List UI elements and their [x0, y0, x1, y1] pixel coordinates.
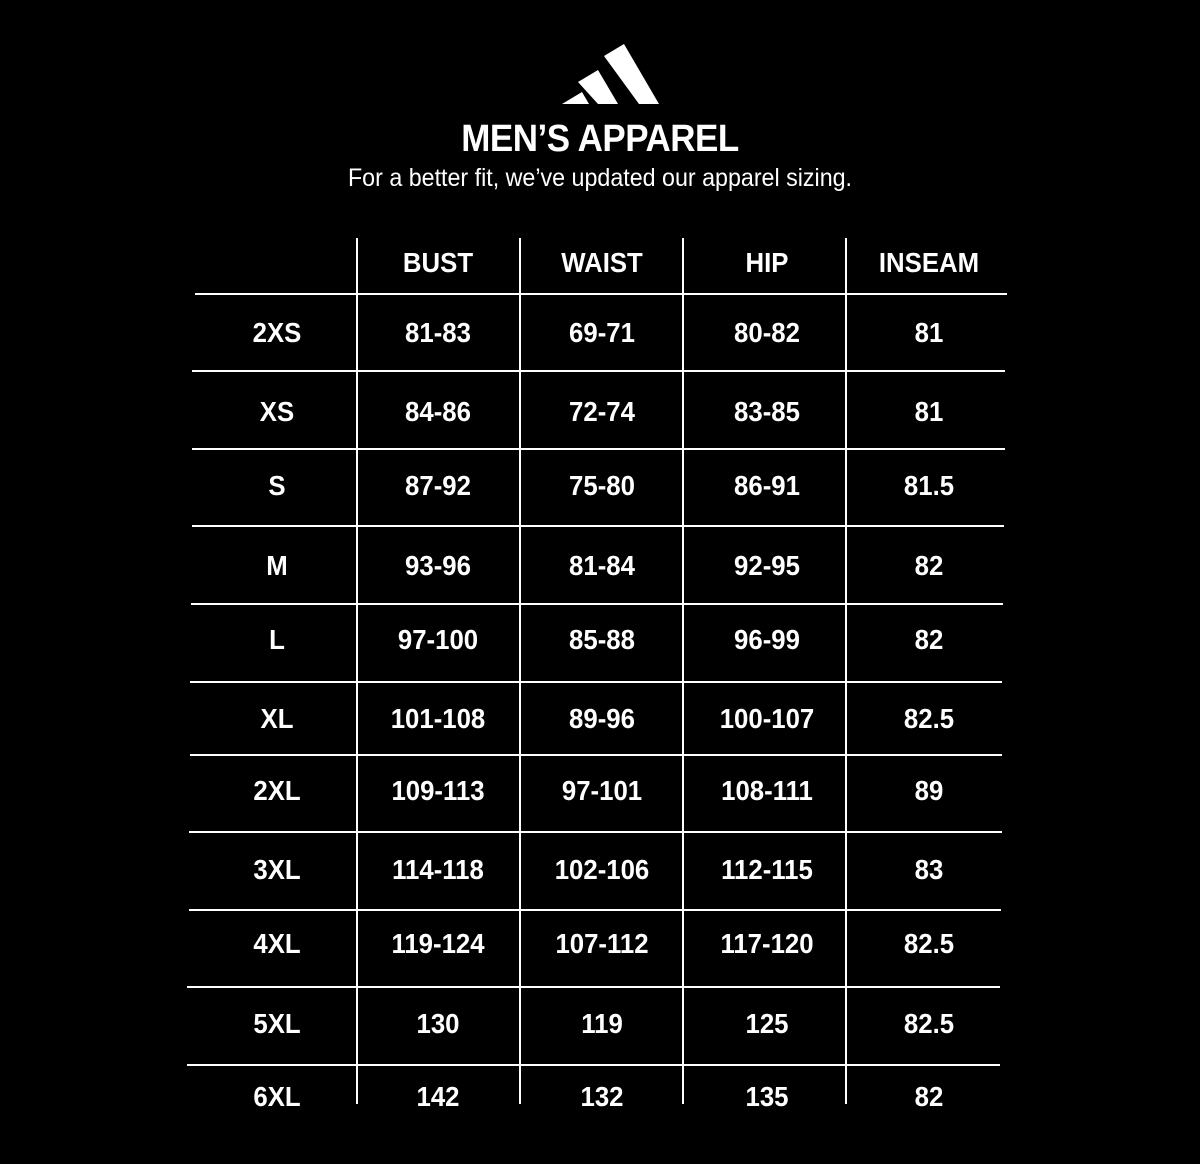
cell-waist: 97-101 — [561, 775, 643, 806]
row-header-size: XS — [259, 396, 295, 427]
cell-hip: 83-85 — [734, 396, 800, 427]
cell-waist: 102-106 — [554, 854, 650, 885]
cell-hip: 108-111 — [721, 775, 813, 806]
page-title: MEN’S APPAREL — [461, 118, 739, 160]
logo-stripe — [578, 70, 618, 104]
cell-hip: 86-91 — [734, 470, 800, 501]
cell-hip: 135 — [745, 1081, 789, 1112]
cell-hip: 92-95 — [734, 550, 800, 581]
cell-bust: 130 — [416, 1008, 460, 1039]
cell-bust: 101-108 — [390, 703, 486, 734]
cell-bust: 93-96 — [405, 550, 471, 581]
row-divider — [187, 1064, 1000, 1066]
cell-inseam: 81.5 — [903, 470, 955, 501]
cell-bust: 84-86 — [405, 396, 471, 427]
cell-bust: 109-113 — [391, 775, 485, 806]
cell-hip: 96-99 — [734, 624, 800, 655]
row-divider — [189, 831, 1002, 833]
row-divider — [187, 986, 1000, 988]
cell-inseam: 81 — [914, 317, 944, 348]
row-divider — [190, 754, 1002, 756]
row-divider — [195, 293, 1007, 295]
row-header-size: 2XL — [253, 775, 301, 806]
row-divider — [189, 909, 1001, 911]
cell-hip: 117-120 — [720, 928, 814, 959]
cell-hip: 125 — [745, 1008, 789, 1039]
cell-bust: 81-83 — [405, 317, 471, 348]
row-header-size: XL — [260, 703, 294, 734]
row-header-size: 5XL — [253, 1008, 301, 1039]
column-divider — [682, 238, 684, 1104]
row-header-size: M — [266, 550, 288, 581]
column-divider — [356, 238, 358, 1104]
adidas-logo-icon — [562, 44, 659, 104]
cell-hip: 80-82 — [734, 317, 800, 348]
cell-inseam: 89 — [914, 775, 944, 806]
cell-waist: 75-80 — [569, 470, 635, 501]
logo-stripe — [604, 44, 659, 104]
cell-inseam: 82.5 — [903, 703, 955, 734]
column-header-bust: BUST — [402, 247, 474, 278]
logo-stripe — [562, 92, 589, 104]
cell-hip: 112-115 — [721, 854, 813, 885]
cell-bust: 142 — [416, 1081, 460, 1112]
cell-waist: 132 — [580, 1081, 624, 1112]
row-divider — [192, 370, 1005, 372]
cell-hip: 100-107 — [719, 703, 815, 734]
row-divider — [192, 525, 1004, 527]
row-divider — [190, 681, 1002, 683]
page-subtitle: For a better fit, we’ve updated our appa… — [347, 164, 853, 192]
cell-inseam: 82.5 — [903, 928, 955, 959]
row-divider — [191, 603, 1003, 605]
row-header-size: S — [268, 470, 286, 501]
row-header-size: 3XL — [253, 854, 301, 885]
cell-inseam: 83 — [914, 854, 944, 885]
cell-waist: 72-74 — [569, 396, 635, 427]
column-divider — [845, 238, 847, 1104]
cell-waist: 81-84 — [569, 550, 635, 581]
cell-waist: 69-71 — [569, 317, 635, 348]
cell-waist: 119 — [581, 1008, 623, 1039]
cell-inseam: 82 — [914, 1081, 944, 1112]
column-header-inseam: INSEAM — [878, 247, 980, 278]
column-header-waist: WAIST — [561, 247, 643, 278]
cell-inseam: 82 — [914, 550, 944, 581]
column-divider — [519, 238, 521, 1104]
cell-bust: 97-100 — [397, 624, 479, 655]
cell-waist: 107-112 — [555, 928, 649, 959]
cell-waist: 89-96 — [569, 703, 635, 734]
cell-bust: 114-118 — [392, 854, 484, 885]
row-header-size: 2XS — [252, 317, 302, 348]
cell-bust: 87-92 — [405, 470, 471, 501]
row-header-size: 6XL — [253, 1081, 301, 1112]
cell-waist: 85-88 — [569, 624, 635, 655]
row-header-size: L — [269, 624, 285, 655]
column-header-hip: HIP — [745, 247, 789, 278]
row-divider — [192, 448, 1005, 450]
cell-inseam: 81 — [914, 396, 944, 427]
cell-inseam: 82.5 — [903, 1008, 955, 1039]
cell-inseam: 82 — [914, 624, 944, 655]
cell-bust: 119-124 — [391, 928, 485, 959]
row-header-size: 4XL — [253, 928, 301, 959]
